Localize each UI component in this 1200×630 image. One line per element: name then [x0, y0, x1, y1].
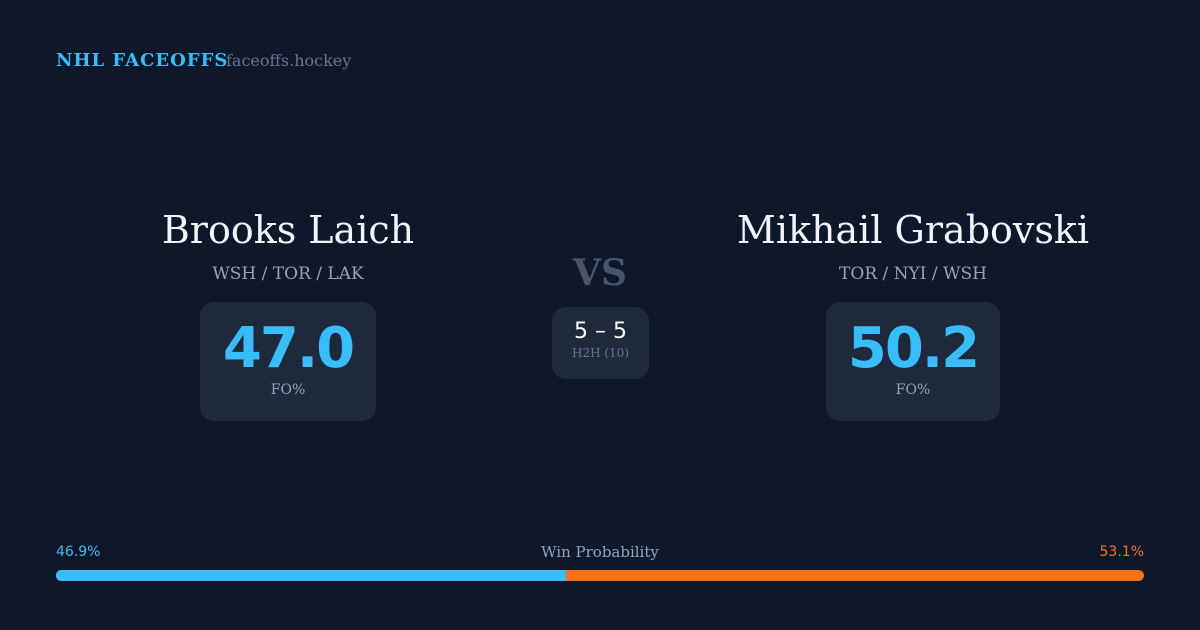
site-url: faceoffs.hockey [226, 51, 352, 70]
left-fo-label: FO% [270, 382, 306, 398]
right-win-pct: 53.1% [1099, 544, 1144, 560]
right-fo-value: 50.2 [847, 316, 980, 381]
right-player-teams: TOR / NYI / WSH [839, 264, 987, 284]
h2h-card: 5 – 5 H2H (10) [552, 307, 649, 379]
h2h-label: H2H (10) [571, 346, 629, 360]
left-player-teams: WSH / TOR / LAK [212, 264, 364, 284]
h2h-score: 5 – 5 [574, 319, 627, 344]
right-player-name: Mikhail Grabovski [736, 208, 1090, 252]
left-fo-value: 47.0 [222, 316, 355, 381]
left-player-name: Brooks Laich [161, 208, 415, 252]
right-fo-label: FO% [895, 382, 931, 398]
left-win-pct: 46.9% [56, 544, 101, 560]
right-fo-card: 50.2 FO% [826, 302, 1000, 421]
left-win-fill [56, 570, 567, 581]
brand-logo-text: NHL FACEOFFS [56, 50, 229, 71]
win-probability-bar [56, 570, 1144, 581]
win-probability-label: Win Probability [541, 543, 659, 561]
left-fo-card: 47.0 FO% [200, 302, 376, 421]
vs-label: VS [573, 252, 627, 294]
